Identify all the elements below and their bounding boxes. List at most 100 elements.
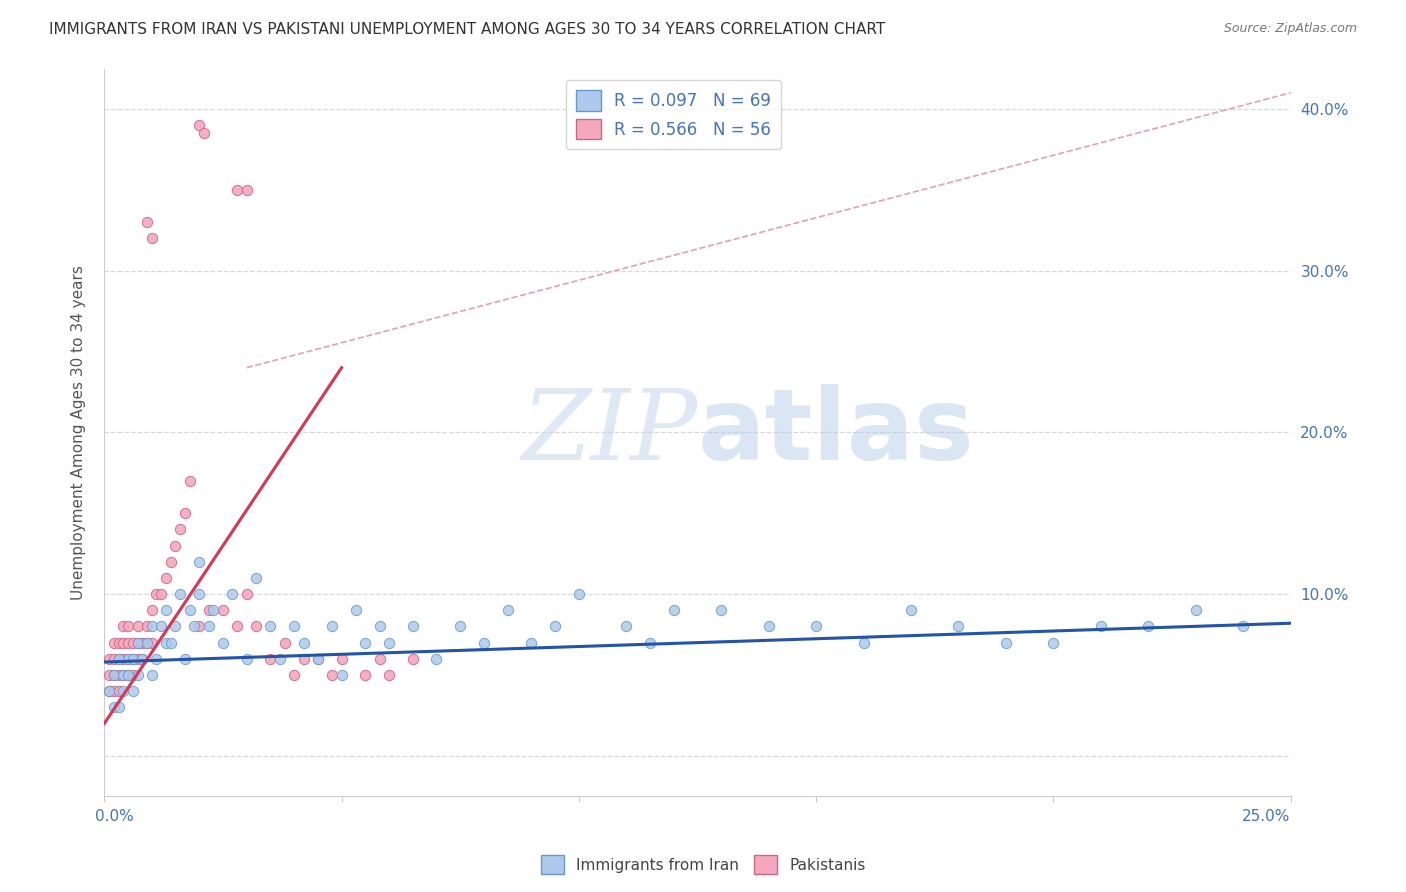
Point <box>900 603 922 617</box>
Point <box>155 571 177 585</box>
Point <box>121 652 143 666</box>
Point <box>307 652 329 666</box>
Point <box>131 635 153 649</box>
Point <box>259 652 281 666</box>
Point <box>1090 619 1112 633</box>
Point <box>212 603 235 617</box>
Point <box>103 668 125 682</box>
Point <box>245 619 267 633</box>
Point <box>107 652 129 666</box>
Point <box>269 652 291 666</box>
Point <box>127 635 149 649</box>
Point <box>321 619 343 633</box>
Legend: Immigrants from Iran, Pakistanis: Immigrants from Iran, Pakistanis <box>534 849 872 880</box>
Point <box>112 668 135 682</box>
Point <box>145 587 167 601</box>
Text: 0.0%: 0.0% <box>94 809 134 824</box>
Point <box>235 652 257 666</box>
Point <box>425 652 447 666</box>
Point <box>150 587 173 601</box>
Point <box>150 619 173 633</box>
Point <box>169 523 191 537</box>
Point <box>496 603 519 617</box>
Point <box>117 619 139 633</box>
Point <box>307 652 329 666</box>
Point <box>103 668 125 682</box>
Point <box>112 684 135 698</box>
Point <box>179 474 201 488</box>
Point <box>188 619 211 633</box>
Point <box>112 652 135 666</box>
Point <box>155 603 177 617</box>
Point <box>1232 619 1254 633</box>
Point <box>221 587 243 601</box>
Point <box>117 652 139 666</box>
Point <box>179 603 201 617</box>
Legend: R = 0.097   N = 69, R = 0.566   N = 56: R = 0.097 N = 69, R = 0.566 N = 56 <box>567 80 782 150</box>
Point <box>127 652 149 666</box>
Point <box>117 668 139 682</box>
Text: atlas: atlas <box>697 384 974 481</box>
Point <box>520 635 543 649</box>
Point <box>1184 603 1206 617</box>
Point <box>354 635 377 649</box>
Point <box>169 587 191 601</box>
Point <box>710 603 733 617</box>
Point <box>193 126 215 140</box>
Point <box>235 183 257 197</box>
Point <box>141 619 163 633</box>
Point <box>212 635 235 649</box>
Point <box>136 215 159 229</box>
Point <box>662 603 685 617</box>
Point <box>245 571 267 585</box>
Point <box>98 684 121 698</box>
Point <box>330 668 353 682</box>
Point <box>202 603 225 617</box>
Point <box>283 619 305 633</box>
Point <box>226 183 249 197</box>
Point <box>292 635 315 649</box>
Point <box>127 619 149 633</box>
Point <box>131 652 153 666</box>
Point <box>141 603 163 617</box>
Point <box>155 635 177 649</box>
Point <box>174 652 197 666</box>
Point <box>330 652 353 666</box>
Point <box>112 619 135 633</box>
Point <box>226 619 249 633</box>
Point <box>948 619 970 633</box>
Point <box>638 635 661 649</box>
Point <box>121 668 143 682</box>
Point <box>98 684 121 698</box>
Point <box>614 619 637 633</box>
Point <box>354 668 377 682</box>
Point <box>449 619 471 633</box>
Point <box>107 668 129 682</box>
Point <box>344 603 367 617</box>
Point <box>852 635 875 649</box>
Point <box>98 668 121 682</box>
Point <box>141 635 163 649</box>
Point <box>994 635 1017 649</box>
Point <box>273 635 295 649</box>
Point <box>321 668 343 682</box>
Point <box>402 652 425 666</box>
Point <box>378 635 401 649</box>
Point <box>107 684 129 698</box>
Point <box>121 684 143 698</box>
Point <box>1042 635 1064 649</box>
Point <box>117 635 139 649</box>
Point <box>117 668 139 682</box>
Point <box>98 652 121 666</box>
Y-axis label: Unemployment Among Ages 30 to 34 years: Unemployment Among Ages 30 to 34 years <box>72 265 86 599</box>
Point <box>758 619 780 633</box>
Point <box>183 619 205 633</box>
Point <box>283 668 305 682</box>
Point <box>141 668 163 682</box>
Point <box>141 231 163 245</box>
Point <box>402 619 425 633</box>
Text: Source: ZipAtlas.com: Source: ZipAtlas.com <box>1223 22 1357 36</box>
Point <box>568 587 591 601</box>
Point <box>292 652 315 666</box>
Point <box>1137 619 1160 633</box>
